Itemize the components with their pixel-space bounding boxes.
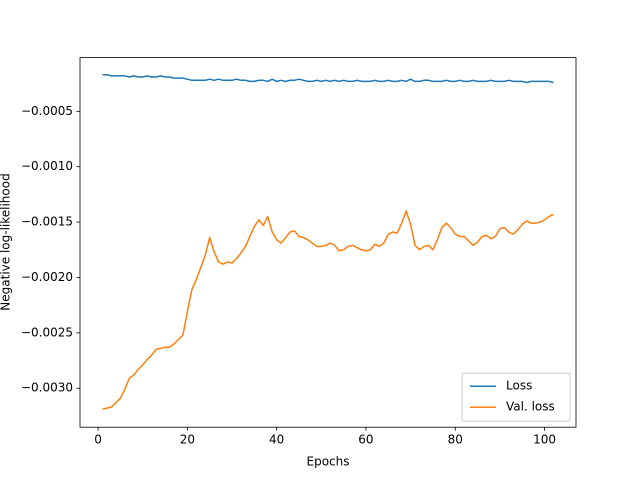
x-tick-label: 40 <box>269 433 284 447</box>
legend-label: Val. loss <box>506 400 555 414</box>
plot-frame <box>79 57 577 428</box>
line-series <box>102 210 554 410</box>
y-axis-label: Negative log-likelihood <box>0 173 13 310</box>
y-tick-label: −0.0015 <box>21 215 73 229</box>
line-series <box>102 74 554 84</box>
x-tick-label: 100 <box>533 433 556 447</box>
x-axis-label: Epochs <box>307 455 350 469</box>
y-tick-label: −0.0020 <box>21 270 73 284</box>
y-tick-label: −0.0010 <box>21 159 73 173</box>
y-tick-label: −0.0030 <box>21 381 73 395</box>
x-tick-label: 20 <box>180 433 195 447</box>
legend: Loss Val. loss <box>461 372 571 422</box>
y-tick-label: −0.0025 <box>21 325 73 339</box>
x-tick-label: 60 <box>358 433 373 447</box>
x-tick-label: 0 <box>94 433 102 447</box>
y-tick-label: −0.0005 <box>21 104 73 118</box>
x-tick-label: 80 <box>448 433 463 447</box>
legend-frame <box>461 372 571 422</box>
legend-label: Loss <box>506 379 532 393</box>
